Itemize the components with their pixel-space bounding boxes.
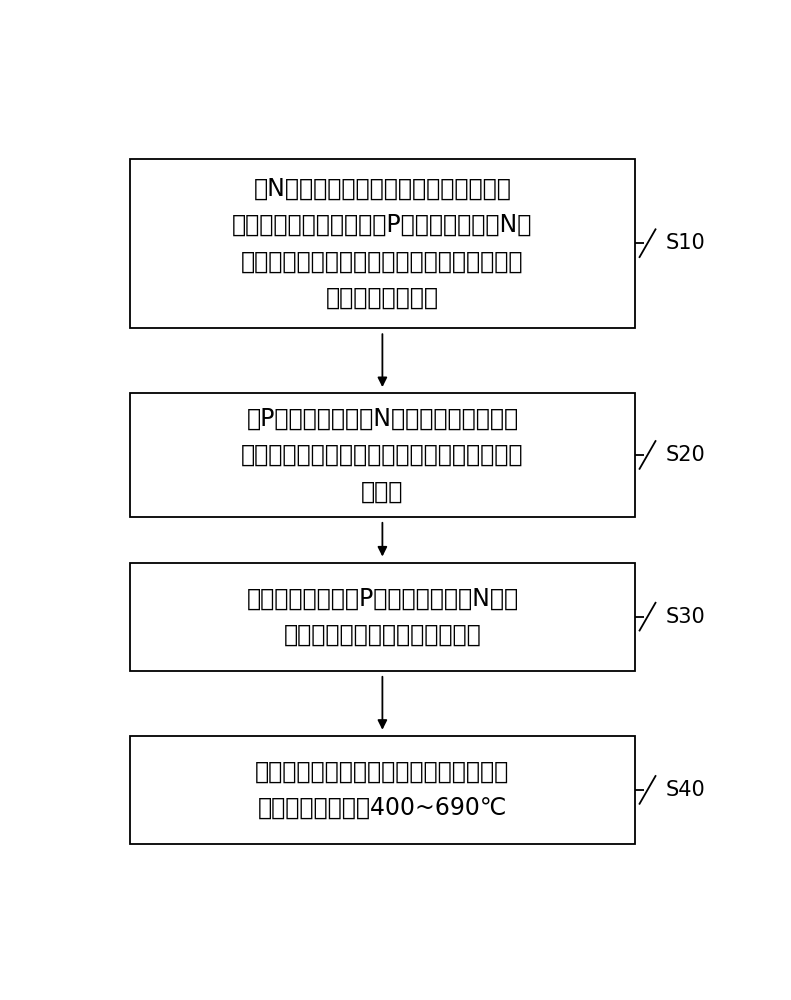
Text: S10: S10 <box>666 233 706 253</box>
Text: S40: S40 <box>666 780 706 800</box>
Text: 在P型掺杂多晶硅及N型掺杂多晶硅对应印
刷栅线位置利用激光消融方式刻蚀钝化层以形
成凹槽: 在P型掺杂多晶硅及N型掺杂多晶硅对应印 刷栅线位置利用激光消融方式刻蚀钝化层以形… <box>241 407 524 503</box>
Text: S30: S30 <box>666 607 706 627</box>
Text: 利用银浆一次性在P型掺杂多晶硅及N型掺
杂多晶硅对应凹槽丝网印刷栅线: 利用银浆一次性在P型掺杂多晶硅及N型掺 杂多晶硅对应凹槽丝网印刷栅线 <box>246 586 518 647</box>
Bar <box>130 563 635 671</box>
Text: S20: S20 <box>666 445 706 465</box>
Text: 将N型单晶硅片进行制绒、抛光、背面生
长隧穿氧化层、背面沉积P型掺杂多晶硅及N型
掺杂多晶硅、正面磷扩散、正面沉积减反射层
、背面沉积钝化层: 将N型单晶硅片进行制绒、抛光、背面生 长隧穿氧化层、背面沉积P型掺杂多晶硅及N型… <box>233 177 532 310</box>
Bar <box>130 736 635 844</box>
Bar <box>130 158 635 328</box>
Bar <box>130 393 635 517</box>
Text: 将完成丝网印刷的硅片低温烧结得到电池
成品，烧结温度为400~690℃: 将完成丝网印刷的硅片低温烧结得到电池 成品，烧结温度为400~690℃ <box>255 760 509 820</box>
